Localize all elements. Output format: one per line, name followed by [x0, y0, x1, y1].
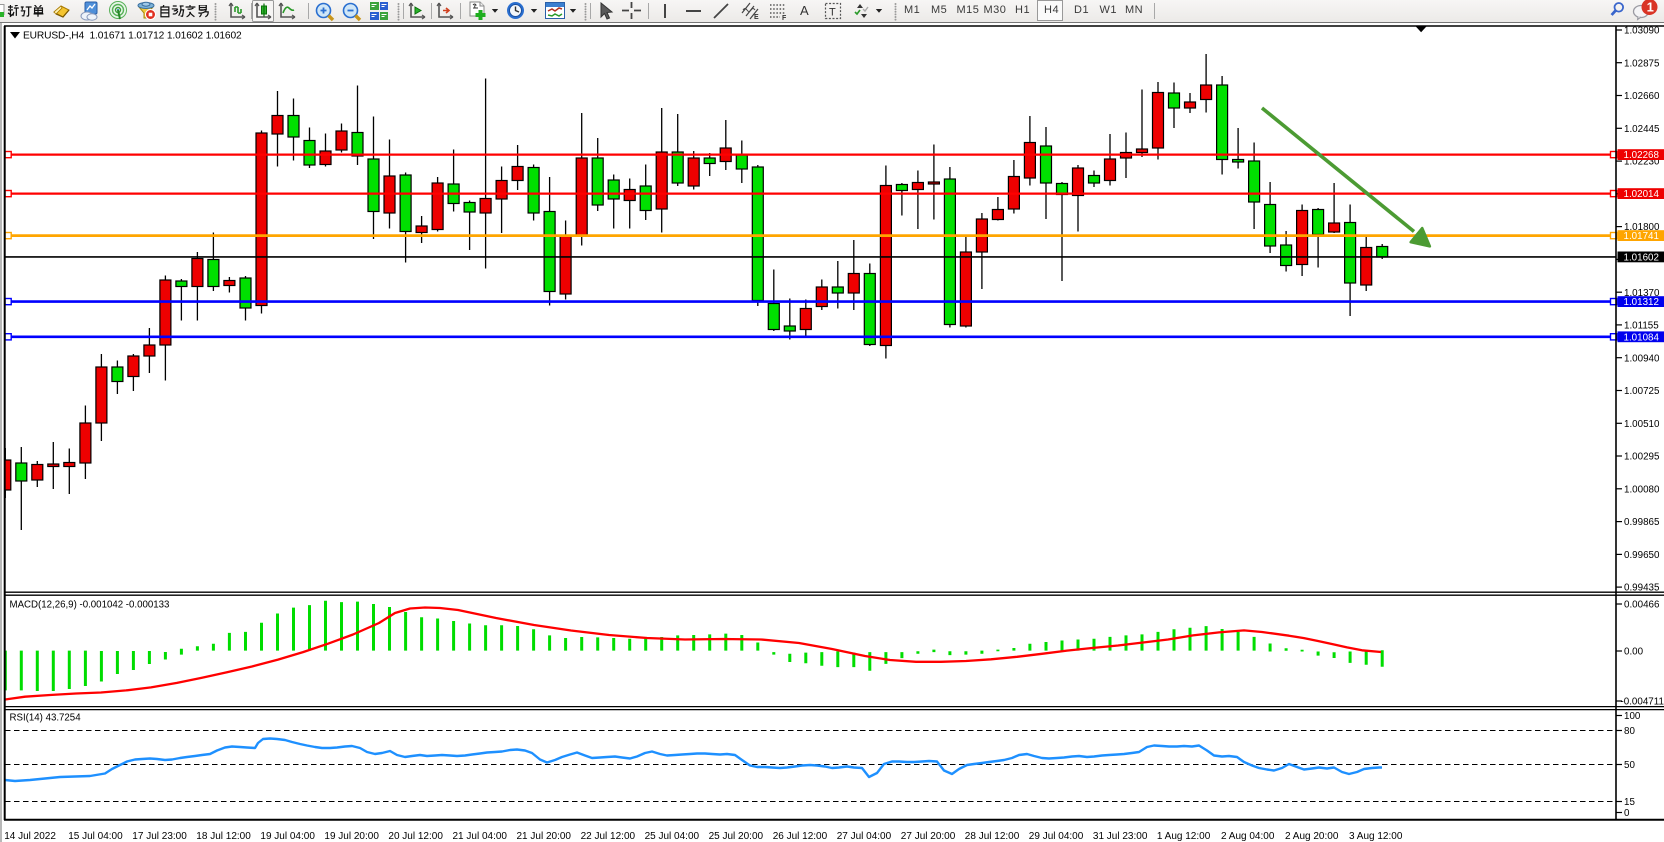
svg-text:1.02230: 1.02230: [1624, 157, 1660, 168]
svg-text:1: 1: [1647, 0, 1654, 15]
svg-text:-0.004711: -0.004711: [1621, 697, 1664, 708]
svg-text:26 Jul 12:00: 26 Jul 12:00: [773, 831, 828, 842]
svg-text:T: T: [829, 7, 836, 19]
svg-text:MACD(12,26,9) -0.001042 -0.000: MACD(12,26,9) -0.001042 -0.000133: [10, 600, 170, 611]
svg-text:28 Jul 12:00: 28 Jul 12:00: [965, 831, 1020, 842]
svg-text:EURUSD-,H4 1.01671 1.01712 1.: EURUSD-,H4 1.01671 1.01712 1.01602 1.016…: [23, 31, 242, 42]
svg-text:0.00: 0.00: [1624, 647, 1644, 658]
svg-text:27 Jul 04:00: 27 Jul 04:00: [837, 831, 892, 842]
svg-text:1.01741: 1.01741: [1624, 231, 1659, 242]
svg-text:1.01155: 1.01155: [1624, 321, 1659, 332]
svg-text:1.01602: 1.01602: [1624, 253, 1659, 264]
svg-text:25 Jul 20:00: 25 Jul 20:00: [709, 831, 764, 842]
svg-text:21 Jul 20:00: 21 Jul 20:00: [517, 831, 572, 842]
svg-text:RSI(14) 43.7254: RSI(14) 43.7254: [10, 713, 82, 724]
svg-text:19 Jul 20:00: 19 Jul 20:00: [324, 831, 379, 842]
svg-text:50: 50: [1624, 760, 1635, 771]
svg-text:0.99435: 0.99435: [1624, 583, 1660, 594]
svg-text:1.01312: 1.01312: [1624, 297, 1659, 308]
svg-text:15: 15: [1624, 797, 1635, 808]
svg-text:22 Jul 12:00: 22 Jul 12:00: [581, 831, 636, 842]
svg-text:1.01800: 1.01800: [1624, 222, 1660, 233]
svg-text:1.02445: 1.02445: [1624, 124, 1660, 135]
svg-text:1.02660: 1.02660: [1624, 91, 1660, 102]
svg-text:1.00510: 1.00510: [1624, 419, 1660, 430]
svg-text:1.01084: 1.01084: [1624, 332, 1660, 343]
svg-text:0.00466: 0.00466: [1624, 600, 1660, 611]
svg-text:1.00295: 1.00295: [1624, 452, 1660, 463]
svg-text:25 Jul 04:00: 25 Jul 04:00: [645, 831, 700, 842]
svg-text:1.00940: 1.00940: [1624, 353, 1660, 364]
svg-text:1.00725: 1.00725: [1624, 386, 1660, 397]
svg-text:80: 80: [1624, 726, 1635, 737]
svg-text:17 Jul 23:00: 17 Jul 23:00: [132, 831, 187, 842]
svg-text:1.00080: 1.00080: [1624, 484, 1660, 495]
svg-text:0.99865: 0.99865: [1624, 517, 1660, 528]
svg-text:31 Jul 23:00: 31 Jul 23:00: [1093, 831, 1148, 842]
svg-text:27 Jul 20:00: 27 Jul 20:00: [901, 831, 956, 842]
svg-text:1.03090: 1.03090: [1624, 26, 1660, 37]
svg-text:21 Jul 04:00: 21 Jul 04:00: [453, 831, 508, 842]
svg-text:0: 0: [1624, 808, 1630, 819]
svg-text:2 Aug 04:00: 2 Aug 04:00: [1221, 831, 1275, 842]
svg-text:E: E: [754, 14, 759, 21]
svg-text:1.01370: 1.01370: [1624, 288, 1660, 299]
svg-text:18 Jul 12:00: 18 Jul 12:00: [196, 831, 251, 842]
svg-text:29 Jul 04:00: 29 Jul 04:00: [1029, 831, 1084, 842]
svg-text:100: 100: [1624, 711, 1641, 722]
svg-text:19 Jul 04:00: 19 Jul 04:00: [260, 831, 315, 842]
svg-text:20 Jul 12:00: 20 Jul 12:00: [388, 831, 443, 842]
svg-text:F: F: [782, 15, 787, 21]
svg-text:3 Aug 12:00: 3 Aug 12:00: [1349, 831, 1403, 842]
svg-text:15 Jul 04:00: 15 Jul 04:00: [68, 831, 123, 842]
svg-text:1.02268: 1.02268: [1624, 150, 1660, 161]
svg-text:14 Jul 2022: 14 Jul 2022: [4, 831, 56, 842]
svg-text:0.99650: 0.99650: [1624, 550, 1660, 561]
svg-text:1.02014: 1.02014: [1624, 189, 1660, 200]
svg-text:1 Aug 12:00: 1 Aug 12:00: [1157, 831, 1211, 842]
svg-text:1.02875: 1.02875: [1624, 58, 1660, 69]
svg-text:2 Aug 20:00: 2 Aug 20:00: [1285, 831, 1339, 842]
